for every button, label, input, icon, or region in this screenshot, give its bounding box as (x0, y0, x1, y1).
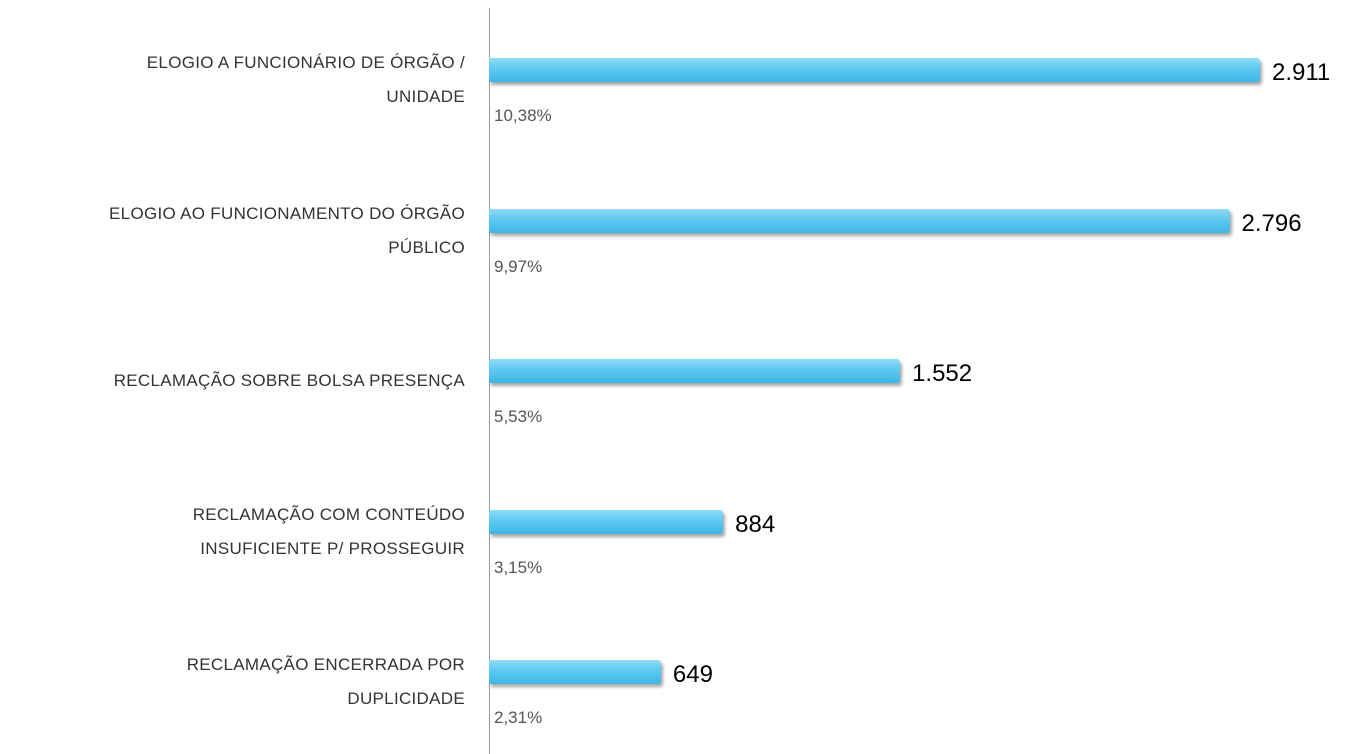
category-line: ELOGIO A FUNCIONÁRIO DE ÓRGÃO / (146, 53, 465, 72)
category-line: RECLAMAÇÃO ENCERRADA POR (186, 655, 465, 674)
category-line: INSUFICIENTE P/ PROSSEGUIR (200, 538, 465, 558)
share-label: 3,15% (494, 557, 543, 577)
bar (489, 359, 901, 383)
share-label: 5,53% (494, 407, 543, 426)
category-label: ELOGIO A FUNCIONÁRIO DE ÓRGÃO / UNIDADE (147, 46, 465, 114)
share-label: 9,97% (494, 256, 543, 276)
value-label: 884 (735, 510, 776, 538)
bar (489, 509, 724, 534)
category-line: DUPLICIDADE (347, 689, 465, 708)
bar (489, 660, 661, 684)
category-label: RECLAMAÇÃO ENCERRADA POR DUPLICIDADE (187, 648, 465, 716)
value-label: 2.796 (1241, 209, 1302, 237)
value-label: 1.552 (912, 360, 973, 387)
bar (489, 208, 1230, 233)
category-line: UNIDADE (386, 87, 465, 106)
category-label: ELOGIO AO FUNCIONAMENTO DO ÓRGÃO PÚBLICO (109, 197, 465, 265)
value-label: 649 (672, 661, 713, 688)
category-line: RECLAMAÇÃO COM CONTEÚDO (192, 504, 465, 524)
category-label: RECLAMAÇÃO COM CONTEÚDO INSUFICIENTE P/ P… (193, 498, 465, 566)
category-line: ELOGIO AO FUNCIONAMENTO DO ÓRGÃO (109, 203, 465, 223)
share-label: 2,31% (494, 708, 543, 727)
value-label: 2.911 (1272, 59, 1331, 86)
category-label: RECLAMAÇÃO SOBRE BOLSA PRESENÇA (114, 364, 465, 398)
category-line: RECLAMAÇÃO SOBRE BOLSA PRESENÇA (113, 371, 465, 390)
share-label: 10,38% (494, 106, 552, 125)
bar (489, 58, 1260, 82)
category-line: PÚBLICO (388, 237, 465, 257)
